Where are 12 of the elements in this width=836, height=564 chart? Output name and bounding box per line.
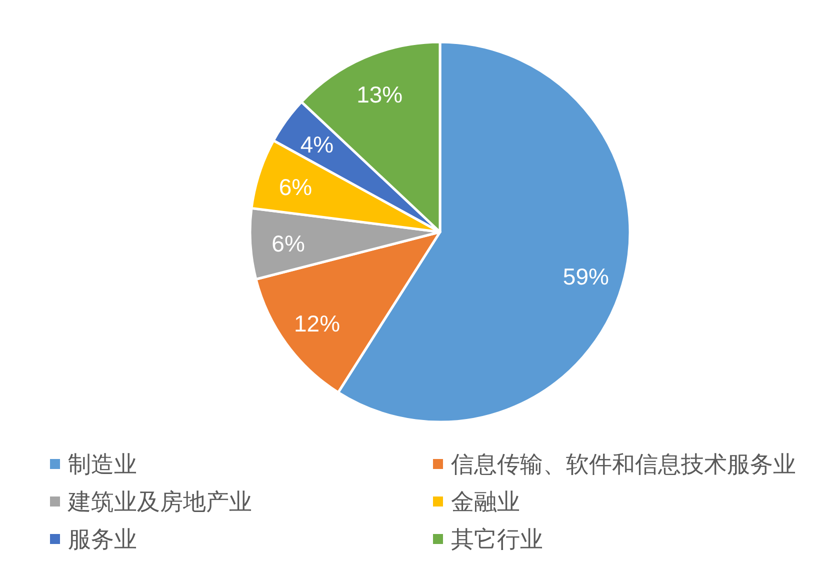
legend-label: 信息传输、软件和信息技术服务业 bbox=[451, 451, 796, 477]
data-label: 6% bbox=[272, 230, 305, 257]
legend-label: 其它行业 bbox=[451, 526, 543, 552]
data-label: 4% bbox=[300, 132, 334, 158]
legend-label: 制造业 bbox=[68, 451, 137, 477]
data-label: 12% bbox=[294, 310, 340, 336]
data-label: 13% bbox=[356, 82, 403, 108]
legend-label: 建筑业及房地产业 bbox=[68, 488, 252, 514]
legend-label: 金融业 bbox=[451, 488, 520, 514]
legend-label: 服务业 bbox=[68, 526, 137, 552]
data-label: 6% bbox=[278, 174, 312, 200]
data-label: 59% bbox=[562, 263, 609, 290]
